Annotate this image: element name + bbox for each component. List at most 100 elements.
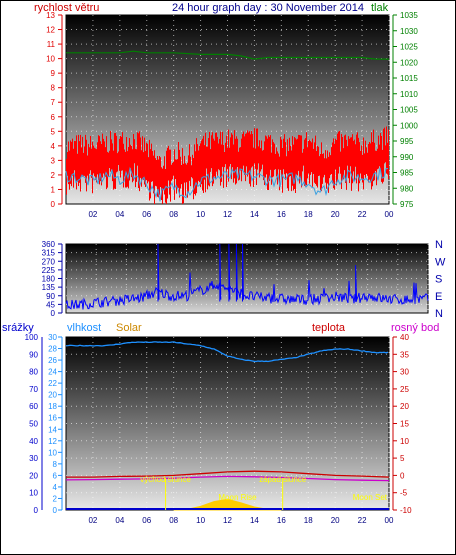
- compass-label: N: [435, 308, 443, 320]
- pressure-tick-label: 1025: [400, 43, 418, 52]
- wind-tick-label: 1: [51, 185, 56, 194]
- dewpoint-axis-title: rosný bod: [391, 322, 439, 334]
- humidity-tick-label: 28: [48, 345, 57, 354]
- temperature-tick-label: 15: [400, 420, 409, 429]
- humidity-tick-label: 30: [48, 333, 57, 342]
- humidity-tick-label: 12: [48, 437, 57, 446]
- temperature-tick-label: 25: [400, 385, 409, 394]
- x-tick-label: 14: [250, 516, 259, 525]
- wind-tick-label: 3: [51, 156, 56, 165]
- compass-label: E: [435, 291, 442, 303]
- wind-tick-label: 13: [46, 11, 55, 20]
- direction-tick-label: 45: [46, 300, 55, 309]
- wind-tick-label: 0: [51, 200, 56, 209]
- pressure-tick-label: 990: [400, 153, 414, 162]
- temperature-tick-label: 0: [400, 471, 405, 480]
- humidity-tick-label: 18: [48, 402, 57, 411]
- x-tick-label: 16: [277, 210, 286, 219]
- x-tick-label: 18: [304, 210, 313, 219]
- wind-tick-label: 8: [51, 84, 56, 93]
- rain-tick-label: 50: [29, 420, 38, 429]
- pressure-axis-title: tlak: [371, 2, 389, 14]
- temperature-tick-label: 20: [400, 402, 409, 411]
- solar-axis-title: Solar: [116, 322, 142, 334]
- humidity-tick-label: 22: [48, 379, 57, 388]
- humidity-tick-label: 16: [48, 414, 57, 423]
- pressure-tick-label: 1005: [400, 106, 418, 115]
- direction-tick-label: 225: [42, 266, 56, 275]
- direction-tick-label: 135: [42, 283, 56, 292]
- humidity-tick-label: 0: [53, 506, 58, 515]
- sunset-label: západ slunce: [259, 475, 307, 484]
- wind-gust-series: [66, 126, 389, 204]
- pressure-tick-label: 1010: [400, 90, 418, 99]
- x-tick-label: 02: [88, 210, 97, 219]
- x-tick-label: 08: [169, 210, 178, 219]
- x-tick-label: 10: [196, 516, 205, 525]
- pressure-tick-label: 985: [400, 169, 414, 178]
- rain-tick-label: 10: [29, 489, 38, 498]
- humidity-tick-label: 24: [48, 368, 57, 377]
- x-tick-label: 10: [196, 210, 205, 219]
- x-tick-label: 18: [304, 516, 313, 525]
- x-tick-label: 20: [331, 210, 340, 219]
- x-tick-label: 22: [358, 516, 367, 525]
- wind-tick-label: 7: [51, 98, 56, 107]
- x-tick-label: 02: [88, 516, 97, 525]
- rain-tick-label: 90: [29, 350, 38, 359]
- moonrise-label: Moon Rise: [218, 493, 257, 502]
- wind-tick-label: 11: [47, 40, 56, 49]
- compass-label: S: [435, 274, 442, 286]
- temperature-tick-label: -10: [400, 506, 412, 515]
- average-wind-series: [65, 166, 389, 202]
- temperature-tick-label: 10: [400, 437, 409, 446]
- humidity-tick-label: 4: [53, 483, 58, 492]
- x-tick-label: 06: [142, 210, 151, 219]
- rain-tick-label: 40: [29, 437, 38, 446]
- wind-tick-label: 4: [51, 142, 56, 151]
- humidity-tick-label: 6: [53, 471, 58, 480]
- moonset-label: Moon Set: [353, 493, 388, 502]
- rain-tick-label: 100: [25, 333, 39, 342]
- rain-tick-label: 30: [29, 454, 38, 463]
- humidity-tick-label: 26: [48, 356, 57, 365]
- x-tick-label: 12: [223, 516, 232, 525]
- temperature-axis-title: teplota: [312, 322, 346, 334]
- x-tick-label: 04: [115, 210, 124, 219]
- wind-tick-label: 12: [46, 26, 55, 35]
- compass-label: N: [435, 239, 443, 251]
- rain-tick-label: 60: [29, 402, 38, 411]
- x-tick-label: 00: [385, 516, 394, 525]
- direction-tick-label: 270: [42, 257, 56, 266]
- humidity-tick-label: 2: [53, 494, 58, 503]
- direction-tick-label: 180: [42, 275, 56, 284]
- humidity-axis-title: vlhkost: [67, 322, 101, 334]
- x-tick-label: 22: [358, 210, 367, 219]
- wind-tick-label: 2: [51, 171, 56, 180]
- x-tick-label: 14: [250, 210, 259, 219]
- rain-tick-label: 80: [29, 368, 38, 377]
- pressure-tick-label: 1000: [400, 121, 418, 130]
- sunrise-label: východ slunce: [140, 475, 191, 484]
- humidity-tick-label: 8: [53, 460, 58, 469]
- wind-tick-label: 6: [51, 113, 56, 122]
- pressure-tick-label: 975: [400, 200, 414, 209]
- pressure-tick-label: 980: [400, 184, 414, 193]
- compass-label: W: [435, 256, 446, 268]
- pressure-tick-label: 1015: [400, 74, 418, 83]
- pressure-series: [66, 50, 389, 60]
- rain-tick-label: 20: [29, 471, 38, 480]
- x-tick-label: 16: [277, 516, 286, 525]
- x-tick-label: 04: [115, 516, 124, 525]
- pressure-tick-label: 995: [400, 137, 414, 146]
- humidity-tick-label: 10: [48, 448, 57, 457]
- wind-tick-label: 9: [51, 69, 56, 78]
- direction-tick-label: 315: [42, 249, 56, 258]
- humidity-series: [65, 341, 389, 363]
- humidity-tick-label: 14: [48, 425, 57, 434]
- temperature-tick-label: 35: [400, 350, 409, 359]
- page-title: 24 hour graph day : 30 November 2014: [172, 2, 364, 14]
- temperature-series: [66, 470, 390, 478]
